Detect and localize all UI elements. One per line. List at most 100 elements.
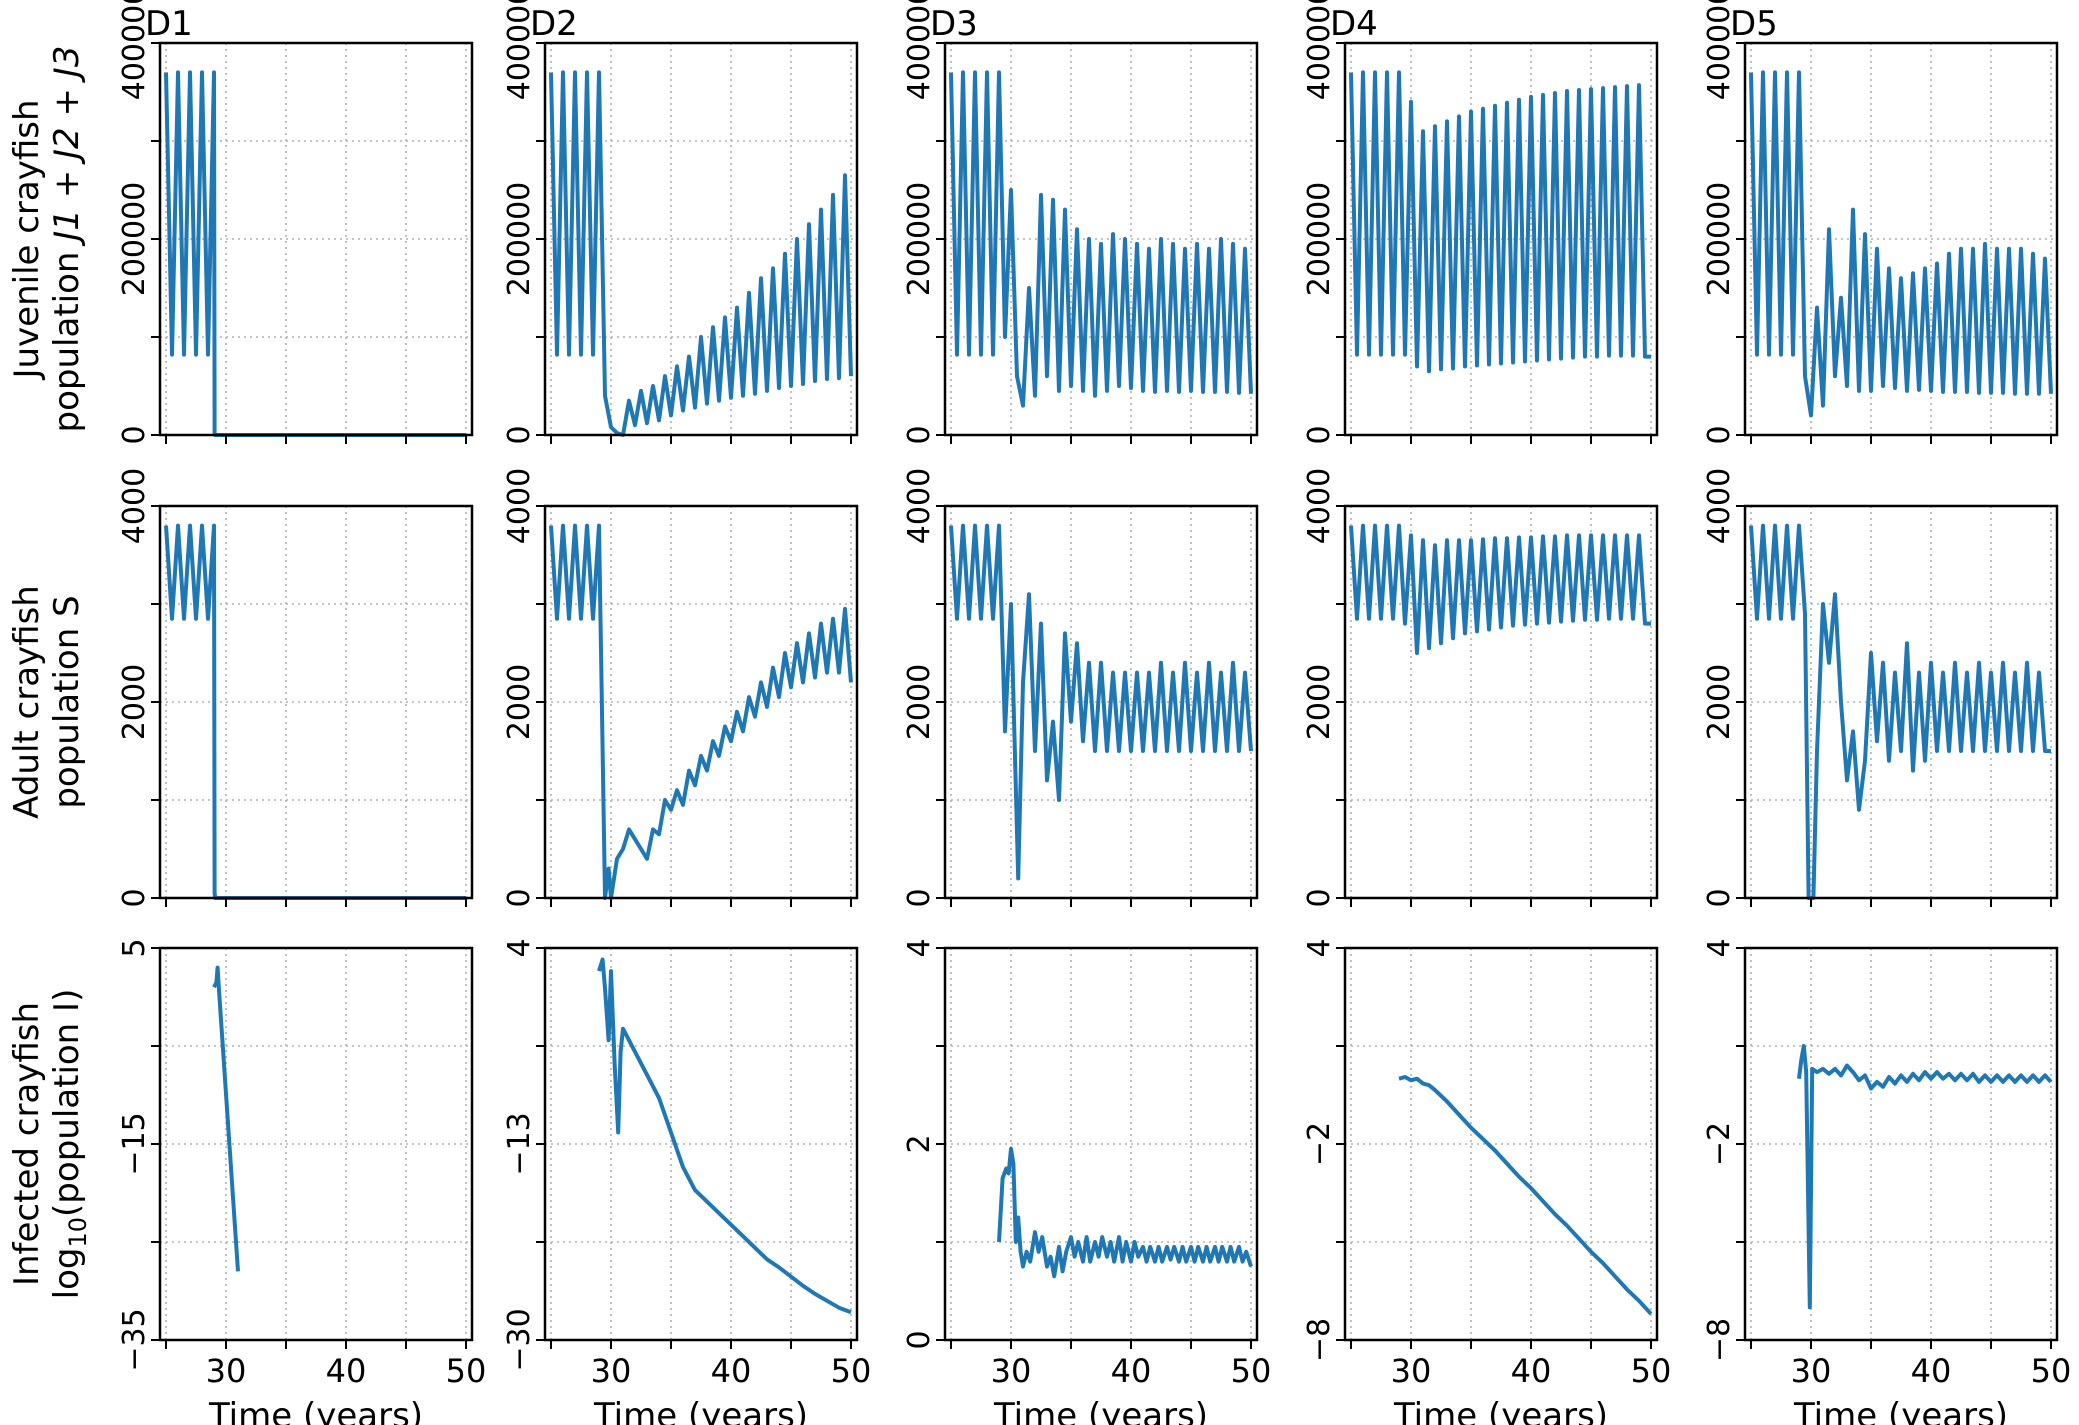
ylabel-juvenile-line2: population J1 + J2 + J3: [47, 46, 87, 433]
series-line-d1: [164, 523, 466, 900]
x-axis-label: Time (years): [208, 1396, 423, 1425]
y-tick-label: 400000: [1302, 0, 1337, 100]
x-tick-label: 30: [991, 1352, 1032, 1390]
y-tick-label: 2000: [1702, 664, 1737, 740]
y-tick-label: 4: [1302, 938, 1337, 957]
x-tick-label: 40: [1111, 1352, 1152, 1390]
y-tick-label: 2000: [902, 664, 937, 740]
series-line-d4: [1398, 1075, 1653, 1316]
y-tick-label: 200000: [902, 182, 937, 297]
ylabel-infected-line2: log10(population I): [47, 989, 92, 1300]
y-tick-label: 2000: [502, 664, 537, 740]
series-line-d3: [997, 1146, 1253, 1279]
y-tick-label: 4000: [902, 468, 937, 544]
y-tick-label: 0: [902, 425, 937, 444]
y-tick-label: 5: [117, 938, 152, 957]
x-axis-label: Time (years): [1793, 1396, 2008, 1425]
panel-grid: 0200000400000D10200000400000D20200000400…: [117, 0, 2071, 1425]
y-tick-label: 2: [902, 1134, 937, 1153]
y-tick-label: 400000: [902, 0, 937, 100]
y-tick-label: −8: [1702, 1318, 1737, 1362]
series-line-d2: [549, 70, 853, 437]
x-tick-label: 30: [591, 1352, 632, 1390]
y-tick-label: 4: [502, 938, 537, 957]
x-tick-label: 50: [446, 1352, 487, 1390]
panel-infected-d4: 4 −2 −8 30 40 50 Time (years): [1302, 938, 1671, 1425]
y-tick-label: 0: [1302, 888, 1337, 907]
y-tick-label: 4: [902, 938, 937, 957]
column-title-d1: D1: [145, 4, 193, 44]
column-title-d2: D2: [530, 4, 578, 44]
x-axis-label: Time (years): [993, 1396, 1208, 1425]
series-line-d1: [212, 965, 240, 1272]
y-tick-label: 0: [1702, 425, 1737, 444]
y-tick-label: 2000: [1302, 664, 1337, 740]
x-tick-label: 30: [206, 1352, 247, 1390]
y-tick-label: 0: [117, 888, 152, 907]
series-line-d5: [1749, 523, 2051, 900]
y-tick-label: 400000: [117, 0, 152, 100]
y-tick-label: −2: [1702, 1122, 1737, 1166]
series-line-d2: [549, 523, 853, 900]
panel-infected-d1: 5 −15 −35 30 40 50 Time (years): [117, 938, 486, 1425]
y-tick-label: −13: [502, 1112, 537, 1175]
series-line-d3: [949, 70, 1253, 408]
column-title-d4: D4: [1330, 4, 1378, 44]
panel-infected-d2: 4 −13 −30 30 40 50 Time (years): [502, 938, 871, 1425]
column-title-d3: D3: [930, 4, 978, 44]
panel-adult-d2: 0 2000 4000: [502, 468, 859, 908]
x-tick-label: 30: [1791, 1352, 1832, 1390]
ylabel-juvenile-line1: Juvenile crayfish: [7, 99, 47, 380]
y-tick-label: 200000: [117, 182, 152, 297]
series-line-d4: [1349, 523, 1651, 655]
row-labels: Juvenile crayfish population J1 + J2 + J3…: [7, 46, 92, 1300]
panel-adult-d4: 0 2000 4000: [1302, 468, 1659, 908]
series-line-d4: [1349, 70, 1651, 374]
y-tick-label: 0: [117, 425, 152, 444]
series-line-d5: [1797, 1044, 2053, 1310]
x-tick-label: 30: [1391, 1352, 1432, 1390]
x-tick-label: 40: [326, 1352, 367, 1390]
panel-adult-d1: 0 2000 4000: [117, 468, 474, 908]
x-tick-label: 40: [1511, 1352, 1552, 1390]
column-title-d5: D5: [1730, 4, 1778, 44]
series-line-d2: [597, 957, 852, 1315]
x-tick-label: 40: [711, 1352, 752, 1390]
ylabel-adult-line2: population S: [47, 595, 87, 808]
y-tick-label: 0: [502, 888, 537, 907]
y-tick-label: 0: [1302, 425, 1337, 444]
y-tick-label: 200000: [1702, 182, 1737, 297]
x-tick-label: 50: [831, 1352, 872, 1390]
y-tick-label: −30: [502, 1308, 537, 1371]
ylabel-adult-line1: Adult crayfish: [7, 585, 47, 819]
y-tick-label: 0: [902, 1330, 937, 1349]
panel-adult-d3: 0 2000 4000: [902, 468, 1259, 908]
y-tick-label: 4: [1702, 938, 1737, 957]
y-tick-label: 400000: [502, 0, 537, 100]
series-line-d1: [164, 70, 466, 437]
y-tick-label: −8: [1302, 1318, 1337, 1362]
y-tick-label: 0: [502, 425, 537, 444]
y-tick-label: 4000: [1702, 468, 1737, 544]
ylabel-infected-line1: Infected crayfish: [7, 1002, 47, 1286]
panel-infected-d5: 4 −2 −8 30 40 50 Time (years): [1702, 938, 2071, 1425]
series-line-d3: [949, 523, 1253, 881]
y-tick-label: 4000: [117, 468, 152, 544]
x-axis-label: Time (years): [593, 1396, 808, 1425]
y-tick-label: 4000: [1302, 468, 1337, 544]
y-tick-label: −2: [1302, 1122, 1337, 1166]
y-tick-label: −35: [117, 1308, 152, 1371]
y-tick-label: −15: [117, 1112, 152, 1175]
y-tick-label: 400000: [1702, 0, 1737, 100]
y-tick-label: 0: [902, 888, 937, 907]
y-tick-label: 200000: [502, 182, 537, 297]
x-tick-label: 50: [1631, 1352, 1672, 1390]
x-tick-label: 50: [1231, 1352, 1272, 1390]
